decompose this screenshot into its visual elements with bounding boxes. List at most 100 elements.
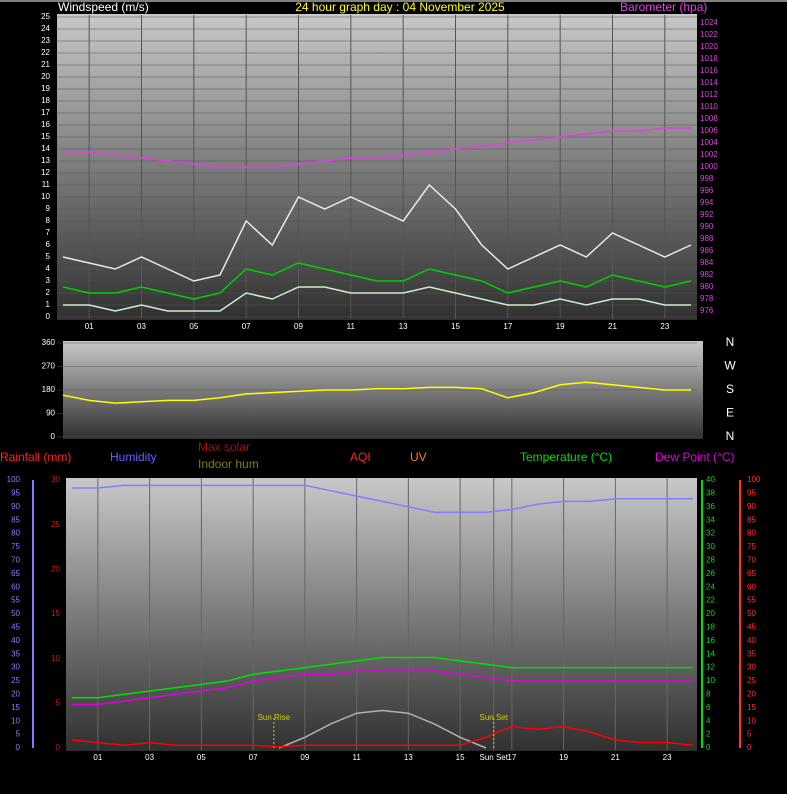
tick-label: 80 (747, 529, 756, 538)
y2-label: Barometer (hpa) (620, 0, 707, 14)
tick-label: 15 (11, 703, 20, 712)
tick-label: 90 (46, 409, 55, 418)
tick-label: 70 (747, 556, 756, 565)
series-line (63, 127, 691, 168)
tick-label: 1024 (700, 18, 718, 27)
tick-label: 22 (706, 596, 715, 605)
series-line (62, 262, 692, 300)
tick-label: 0 (747, 743, 752, 752)
x-tick-label: 07 (249, 753, 258, 762)
x-tick-label: 15 (456, 753, 465, 762)
tick-label: 20 (706, 609, 715, 618)
tick-label: 10 (706, 676, 715, 685)
tick-label: 976 (700, 306, 714, 315)
x-tick-label: 03 (137, 322, 146, 331)
tick-label: 980 (700, 282, 714, 291)
tick-label: 1004 (700, 138, 718, 147)
tick-label: 25 (51, 520, 60, 529)
tick-label: 9 (46, 204, 51, 213)
x-tick-label: 01 (93, 753, 102, 762)
series-line (72, 656, 693, 699)
legend-label: Indoor hum (198, 457, 259, 471)
tick-label: 20 (41, 72, 50, 81)
tick-label: 988 (700, 234, 714, 243)
tick-label: 996 (700, 186, 714, 195)
tick-label: 100 (7, 475, 21, 484)
tick-label: 75 (11, 542, 20, 551)
tick-label: 22 (41, 48, 50, 57)
tick-label: 8 (46, 216, 51, 225)
tick-label: 38 (706, 489, 715, 498)
tick-label: 60 (11, 582, 20, 591)
legend-label: Dew Point (°C) (655, 450, 734, 464)
tick-label: 5 (16, 730, 21, 739)
tick-label: 1012 (700, 90, 718, 99)
tick-label: 55 (747, 596, 756, 605)
tick-label: 986 (700, 246, 714, 255)
tick-label: 55 (11, 596, 20, 605)
tick-label: S (726, 382, 734, 396)
tick-label: 16 (706, 636, 715, 645)
tick-label: 90 (747, 502, 756, 511)
tick-label: 30 (706, 542, 715, 551)
x-tick-label: 19 (559, 753, 568, 762)
tick-label: 0 (51, 432, 56, 441)
legend-label: Rainfall (mm) (0, 450, 71, 464)
tick-label: 36 (706, 502, 715, 511)
chart-title: 24 hour graph day : 04 November 2025 (295, 0, 505, 14)
tick-label: 11 (42, 180, 51, 189)
tick-label: 85 (11, 515, 20, 524)
x-tick-label: 13 (404, 753, 413, 762)
x-tick-label: 05 (189, 322, 198, 331)
tick-label: 25 (41, 12, 50, 21)
tick-label: 0 (46, 312, 51, 321)
tick-label: 28 (706, 556, 715, 565)
tick-label: 20 (11, 690, 20, 699)
tick-label: 2 (706, 730, 711, 739)
tick-label: 992 (700, 210, 714, 219)
x-tick-label: 19 (556, 322, 565, 331)
tick-label: 16 (41, 120, 50, 129)
y-label: Windspeed (m/s) (58, 0, 149, 14)
tick-label: 1 (46, 300, 51, 309)
tick-label: 10 (51, 654, 60, 663)
tick-label: 360 (42, 338, 56, 347)
tick-label: 100 (747, 475, 761, 484)
tick-label: W (724, 359, 736, 373)
series-line (62, 381, 691, 404)
series-line (71, 725, 694, 748)
x-tick-label: 23 (663, 753, 672, 762)
x-tick-label: 13 (399, 322, 408, 331)
tick-label: 3 (46, 276, 51, 285)
series-line (63, 286, 691, 312)
tick-label: 15 (51, 609, 60, 618)
tick-label: 34 (706, 515, 715, 524)
tick-label: 70 (11, 556, 20, 565)
tick-label: 8 (706, 690, 711, 699)
tick-label: N (726, 429, 735, 443)
x-tick-label: 09 (294, 322, 303, 331)
tick-label: 40 (11, 636, 20, 645)
tick-label: 50 (11, 609, 20, 618)
tick-label: 14 (706, 649, 715, 658)
tick-label: 6 (46, 240, 51, 249)
tick-label: 50 (747, 609, 756, 618)
tick-label: 24 (41, 24, 50, 33)
tick-label: 1020 (700, 42, 718, 51)
tick-label: 30 (51, 475, 60, 484)
legend-label: UV (410, 450, 427, 464)
x-tick-label: 17 (507, 753, 516, 762)
tick-label: 18 (706, 623, 715, 632)
tick-label: 270 (42, 362, 56, 371)
tick-label: 20 (51, 564, 60, 573)
legend-label: Max solar (198, 440, 250, 454)
x-tick-label: 01 (85, 322, 94, 331)
tick-label: 5 (46, 252, 51, 261)
legend-label: Humidity (110, 450, 157, 464)
series-line (72, 670, 693, 706)
series-line (278, 709, 487, 749)
tick-label: 45 (11, 623, 20, 632)
plot-area (66, 478, 697, 751)
tick-label: 85 (747, 515, 756, 524)
